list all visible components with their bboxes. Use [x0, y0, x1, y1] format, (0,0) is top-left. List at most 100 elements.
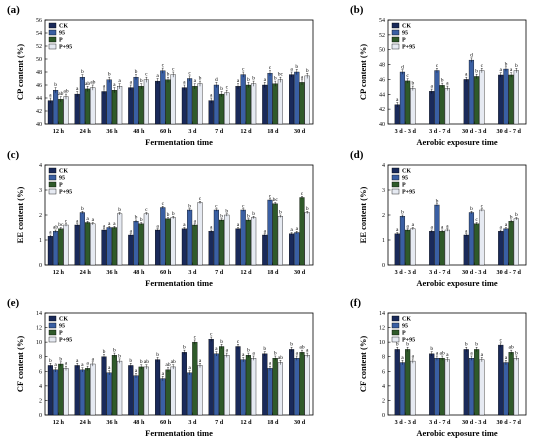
significance-letter: a	[49, 230, 52, 236]
x-tick-label: 3 d	[188, 419, 197, 426]
x-tick-label: 48 h	[133, 128, 145, 135]
significance-letter: b	[81, 69, 84, 75]
bar-P	[439, 231, 445, 266]
plot-frame	[387, 312, 527, 416]
legend-swatch	[48, 167, 57, 174]
significance-letter: b	[129, 358, 132, 364]
significance-letter: a	[505, 355, 508, 361]
significance-letter: b	[263, 346, 266, 352]
bar-CK	[155, 80, 161, 125]
legend-swatch	[391, 322, 400, 329]
x-tick-label: 30 d - 3 d	[462, 128, 487, 135]
significance-letter: b	[54, 82, 57, 88]
significance-letter: a	[500, 67, 503, 73]
x-axis-title: Aerobic exposure time	[416, 137, 498, 147]
bar-CK	[235, 86, 241, 125]
bar-Pplus95	[197, 83, 203, 125]
significance-letter: a	[226, 348, 229, 354]
y-tick-label: 48	[379, 63, 385, 69]
bar-P	[405, 349, 411, 416]
significance-letter: a	[406, 223, 409, 229]
significance-letter: a	[396, 97, 399, 103]
bar-Pplus95	[444, 359, 450, 416]
significance-letter: a	[135, 368, 138, 374]
bar-95	[503, 68, 509, 125]
significance-letter: b	[247, 213, 250, 219]
bar-P	[272, 357, 278, 416]
significance-letter: a	[194, 218, 197, 224]
significance-letter: a	[470, 350, 473, 356]
significance-letter: b	[441, 78, 444, 84]
x-tick-label: 30 d - 3 d	[462, 419, 487, 426]
x-axis-title: Aerobic exposure time	[416, 278, 498, 288]
significance-letter: ab	[171, 359, 176, 365]
significance-letter: a	[76, 86, 79, 92]
bar-P	[165, 369, 171, 416]
significance-letter: a	[183, 80, 186, 86]
significance-letter: b	[172, 211, 175, 217]
significance-letter: a	[103, 83, 106, 89]
significance-letter: b	[252, 76, 255, 82]
significance-letter: a	[401, 355, 404, 361]
legend-swatch	[391, 29, 400, 36]
x-tick-label: 7 d	[215, 269, 224, 276]
bar-Pplus95	[410, 360, 416, 416]
significance-letter: a	[446, 223, 449, 229]
bar-P	[138, 366, 144, 416]
x-axis-title: Fermentation time	[145, 278, 213, 288]
plot-frame	[44, 312, 314, 416]
bar-95	[213, 209, 219, 266]
significance-letter: b	[401, 210, 404, 216]
bar-Pplus95	[444, 229, 450, 266]
legend-label: P+95	[59, 190, 72, 196]
panel-letter: (a)	[7, 4, 20, 16]
bar-95	[133, 221, 139, 266]
bar-95	[294, 232, 300, 266]
bar-CK	[463, 349, 469, 416]
bar-95	[187, 78, 193, 125]
x-tick-label: 30 d - 3 d	[462, 269, 487, 276]
bar-Pplus95	[513, 218, 519, 266]
bar-CK	[47, 236, 53, 266]
significance-letter: bc	[278, 72, 284, 78]
significance-letter: c	[242, 203, 245, 209]
bar-95	[53, 369, 59, 416]
significance-letter: a	[118, 78, 121, 84]
significance-letter: b	[199, 76, 202, 82]
x-tick-label: 30 d - 7 d	[497, 128, 522, 135]
legend-swatch	[391, 43, 400, 50]
bar-Pplus95	[251, 357, 257, 416]
significance-letter: a	[412, 222, 415, 228]
x-tick-label: 30 d	[294, 128, 306, 135]
y-tick-label: 50	[36, 57, 42, 63]
significance-letter: c	[172, 67, 175, 73]
significance-letter: a	[269, 361, 272, 367]
significance-letter: c	[215, 203, 218, 209]
bar-P	[245, 84, 251, 125]
bar-95	[79, 212, 85, 266]
x-tick-label: 3 d - 7 d	[429, 128, 451, 135]
bar-P	[439, 85, 445, 125]
significance-letter: a	[113, 82, 116, 88]
legend-swatch	[48, 329, 57, 336]
legend-label: P	[59, 331, 63, 337]
significance-letter: b	[396, 342, 399, 348]
bar-Pplus95	[117, 213, 123, 266]
significance-letter: c	[475, 217, 478, 223]
x-tick-label: 36 h	[106, 128, 118, 135]
significance-letter: a	[431, 84, 434, 90]
y-tick-label: 46	[379, 77, 385, 83]
bar-P	[192, 341, 198, 416]
significance-letter: a	[76, 218, 79, 224]
bar-Pplus95	[304, 75, 310, 125]
y-tick-label: 10	[36, 340, 42, 346]
y-tick-label: 52	[36, 44, 42, 50]
significance-letter: c	[226, 85, 229, 91]
legend-label: P+95	[402, 338, 415, 344]
significance-letter: a	[54, 362, 57, 368]
bar-CK	[235, 228, 241, 266]
bar-CK	[498, 231, 504, 266]
bar-P	[508, 352, 514, 416]
bar-CK	[429, 91, 435, 125]
